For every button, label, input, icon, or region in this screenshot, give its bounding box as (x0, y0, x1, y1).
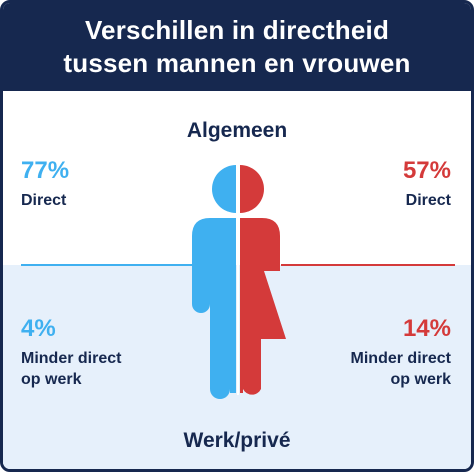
gender-figure-graphic (21, 163, 455, 399)
stat-men-werk: 4% Minder direct op werk (21, 315, 196, 390)
label-men-minder-direct: Minder direct op werk (21, 348, 196, 390)
group-label-werk-prive: Werk/privé (183, 429, 291, 452)
title-line-1: Verschillen in directheid (84, 15, 390, 45)
label-women-direct: Direct (405, 192, 451, 209)
label-women-line-2: op werk (390, 371, 451, 388)
pct-men-minder-direct: 4% (21, 315, 56, 342)
label-men-line-1: Minder direct (21, 350, 122, 367)
stat-women-algemeen: 57% Direct (276, 157, 451, 211)
title-banner: Verschillen in directheid tussen mannen … (3, 3, 471, 91)
group-label-algemeen: Algemeen (186, 119, 288, 142)
stat-women-werk: 14% Minder direct op werk (276, 315, 451, 390)
label-men-line-2: op werk (21, 371, 82, 388)
male-half-icon (192, 165, 236, 399)
pct-women-direct: 57% (402, 157, 451, 184)
pct-men-direct: 77% (21, 157, 70, 184)
label-women-minder-direct: Minder direct op werk (276, 348, 451, 390)
label-men-direct: Direct (21, 192, 67, 209)
female-half-icon (240, 165, 286, 395)
pct-women-minder-direct: 14% (402, 315, 451, 342)
label-women-line-1: Minder direct (350, 350, 451, 367)
title-line-2: tussen mannen en vrouwen (63, 48, 411, 78)
stat-men-algemeen: 77% Direct (21, 157, 196, 211)
